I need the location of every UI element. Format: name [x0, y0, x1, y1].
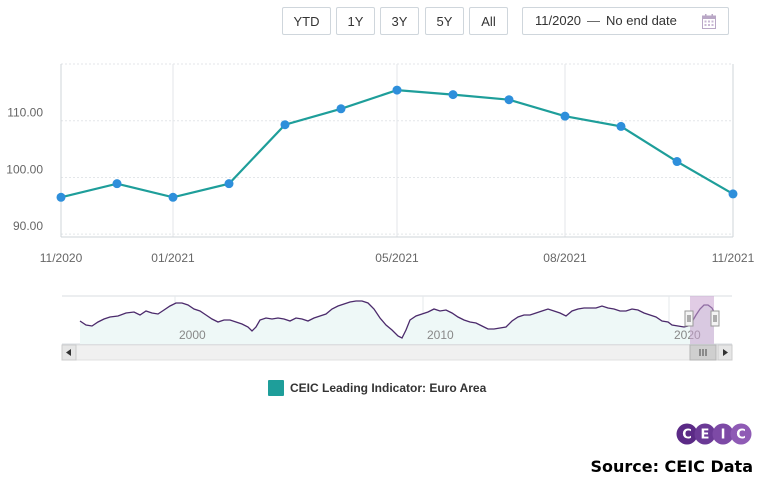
- series-points: [56, 85, 738, 202]
- range-3y-button[interactable]: 3Y: [380, 7, 419, 35]
- navigator-selection[interactable]: [690, 296, 714, 344]
- data-point[interactable]: [728, 189, 738, 199]
- data-point[interactable]: [280, 120, 290, 130]
- svg-text:C: C: [736, 428, 746, 443]
- navigator-label-2000: 2000: [179, 328, 206, 342]
- navigator[interactable]: 2000 2010 2020: [0, 0, 759, 370]
- x-tick-label: 11/2020: [40, 251, 83, 265]
- legend-item[interactable]: CEIC Leading Indicator: Euro Area: [268, 380, 486, 398]
- calendar-icon[interactable]: [702, 14, 716, 29]
- date-from: 11/2020: [535, 13, 582, 28]
- svg-text:I: I: [721, 428, 726, 443]
- navigator-scrollbar-track[interactable]: [61, 344, 733, 361]
- x-tick-label: 11/2021: [712, 251, 755, 265]
- x-tick-label: 08/2021: [543, 251, 587, 265]
- svg-text:C: C: [682, 428, 692, 443]
- navigator-label-2010: 2010: [427, 328, 454, 342]
- date-to: No end date: [606, 13, 677, 28]
- data-point[interactable]: [56, 192, 66, 202]
- legend-label: CEIC Leading Indicator: Euro Area: [290, 381, 487, 395]
- range-5y-button[interactable]: 5Y: [425, 7, 464, 35]
- data-point[interactable]: [504, 95, 514, 105]
- data-point[interactable]: [224, 179, 234, 189]
- range-ytd-button[interactable]: YTD: [282, 7, 331, 35]
- range-all-button[interactable]: All: [469, 7, 508, 35]
- ceic-logo: C E I C: [676, 423, 752, 445]
- main-chart: 90.00 100.00 110.00 11/2020 01/2021 05/2021 0…: [6, 63, 755, 265]
- scroll-left-arrow[interactable]: [61, 344, 77, 361]
- data-point[interactable]: [112, 179, 122, 189]
- scroll-right-arrow[interactable]: [717, 344, 733, 361]
- y-tick-label: 90.00: [13, 219, 43, 233]
- y-tick-label: 100.00: [6, 162, 43, 176]
- data-point[interactable]: [560, 111, 570, 121]
- data-point[interactable]: [168, 192, 178, 202]
- navigator-line: [79, 300, 715, 339]
- navigator-left-handle[interactable]: [684, 310, 694, 327]
- data-point[interactable]: [448, 90, 458, 100]
- navigator-right-handle[interactable]: [710, 310, 720, 327]
- source-text: Source: CEIC Data: [590, 457, 753, 476]
- date-range-picker[interactable]: 11/2020 — No end date: [522, 7, 729, 35]
- scrollbar-thumb[interactable]: [689, 344, 717, 361]
- x-tick-label: 01/2021: [151, 251, 195, 265]
- data-point[interactable]: [336, 104, 346, 114]
- y-tick-label: 110.00: [7, 106, 43, 120]
- data-point[interactable]: [616, 121, 626, 131]
- range-1y-button[interactable]: 1Y: [336, 7, 375, 35]
- date-separator: —: [587, 13, 601, 28]
- legend-swatch: [268, 380, 284, 396]
- x-axis-labels: 11/2020 01/2021 05/2021 08/2021 11/2021: [40, 251, 755, 265]
- grid-lines: [60, 63, 734, 238]
- data-point[interactable]: [672, 157, 682, 167]
- svg-text:E: E: [701, 428, 710, 443]
- y-axis-labels: 90.00 100.00 110.00: [6, 106, 43, 233]
- data-point[interactable]: [392, 85, 402, 95]
- x-tick-label: 05/2021: [375, 251, 419, 265]
